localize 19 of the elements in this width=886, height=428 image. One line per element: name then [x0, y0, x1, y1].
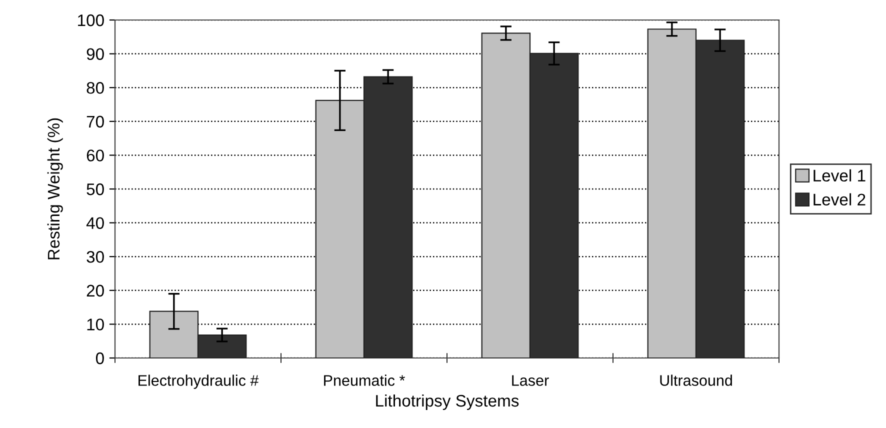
- legend-label: Level 2: [814, 193, 866, 206]
- x-tick-label: Ultrasound: [660, 374, 732, 386]
- x-axis-title: Lithotripsy Systems: [376, 394, 519, 410]
- y-tick-label: 30: [86, 251, 104, 263]
- legend-label: Level 1: [814, 169, 866, 182]
- x-tick-label: Pneumatic *: [324, 374, 405, 386]
- y-tick-label: 70: [86, 116, 104, 128]
- y-tick-label: 0: [96, 352, 104, 364]
- y-tick-label: 100: [78, 14, 104, 26]
- y-axis-title: Resting Weight (%): [47, 118, 63, 260]
- y-tick-label: 90: [86, 48, 104, 60]
- y-tick-label: 40: [86, 217, 104, 230]
- y-tick-label: 50: [86, 183, 104, 196]
- y-tick-label: 60: [86, 150, 104, 162]
- x-tick-label: Electrohydraulic #: [138, 374, 259, 389]
- y-tick-label: 10: [87, 318, 104, 330]
- y-tick-label: 20: [86, 284, 104, 297]
- y-tick-label: 80: [86, 82, 104, 94]
- x-tick-label: Laser: [512, 375, 549, 386]
